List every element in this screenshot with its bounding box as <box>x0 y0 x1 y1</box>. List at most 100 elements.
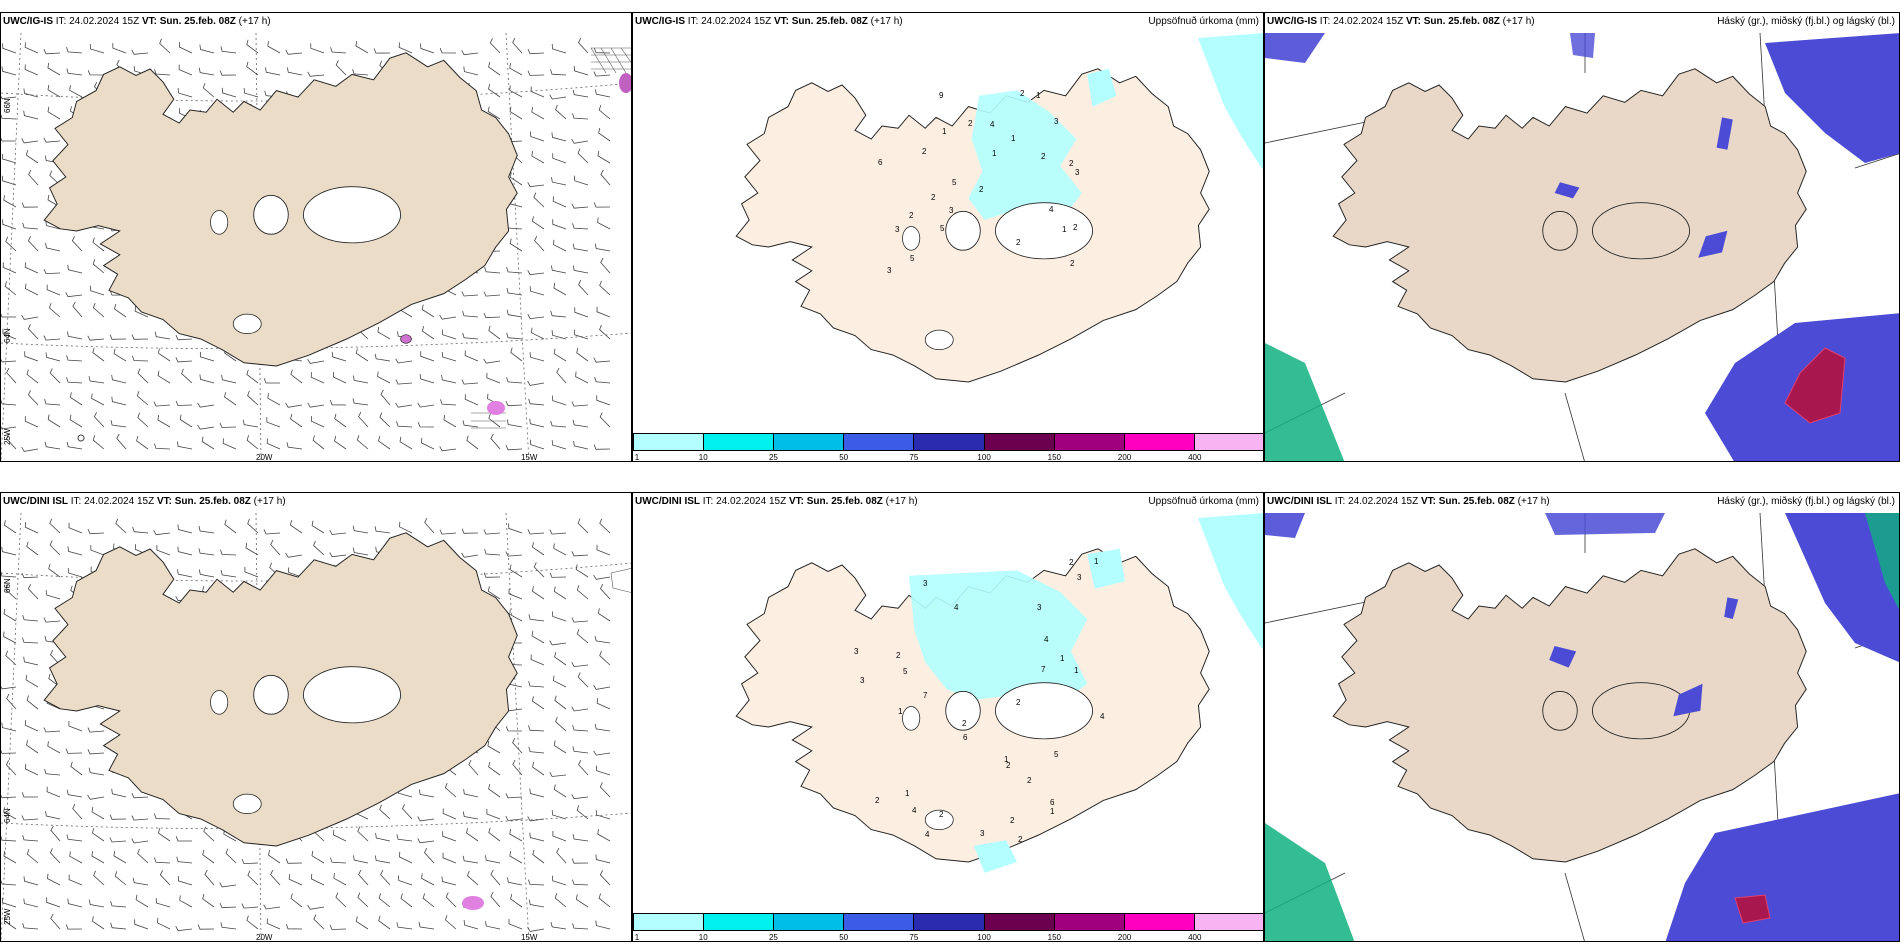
wind-barb <box>398 851 413 864</box>
precip-value: 1 <box>898 707 903 716</box>
wind-barb <box>92 347 105 362</box>
wind-barb <box>577 518 589 534</box>
wind-barb <box>1 313 16 318</box>
wind-barb <box>488 413 501 428</box>
wind-barb <box>197 402 215 408</box>
wind-barb <box>528 681 545 688</box>
wind-barb <box>506 223 523 230</box>
wind-barb <box>197 424 215 430</box>
wind-barb <box>175 335 193 341</box>
wind-barb <box>554 893 567 908</box>
colorbar-label: 1 <box>634 933 640 942</box>
wind-barb <box>267 393 281 406</box>
wind-barb <box>549 640 567 646</box>
wind-barb <box>48 303 61 318</box>
wind-barb <box>109 837 127 843</box>
wind-barb <box>442 852 457 864</box>
wind-barb <box>91 851 105 864</box>
wind-barb <box>462 310 479 318</box>
precip-value: 1 <box>992 149 997 158</box>
wind-barb <box>442 831 457 842</box>
precip-value: 2 <box>896 651 901 660</box>
wind-barb <box>396 421 413 428</box>
wind-barb <box>1 835 17 842</box>
wind-barb <box>88 376 105 384</box>
wind-barb <box>529 832 545 842</box>
wind-barb <box>1 66 17 76</box>
wind-barb <box>553 586 567 600</box>
wind-barb <box>596 544 611 556</box>
wind-barb <box>377 326 391 340</box>
wind-barb <box>1 114 17 120</box>
wind-barb <box>263 904 281 910</box>
wind-barb <box>1 137 16 142</box>
wind-barb <box>220 549 237 556</box>
wind-barb <box>462 332 479 340</box>
wind-barb <box>379 804 391 820</box>
wind-barb <box>49 848 61 864</box>
wind-barb <box>571 617 589 623</box>
wind-barb <box>153 401 171 407</box>
wind-barb <box>483 312 501 319</box>
wind-barb <box>111 396 127 406</box>
wind-barb <box>487 586 501 600</box>
wind-barb <box>1 175 17 186</box>
precip-value: 4 <box>1100 712 1105 721</box>
wind-barb <box>5 760 17 776</box>
precip-value: 2 <box>1010 816 1015 825</box>
wind-barb <box>285 552 303 558</box>
colorbar-swatch <box>704 914 775 930</box>
wind-barb <box>157 348 171 362</box>
wind-barb <box>599 280 611 296</box>
wind-barb <box>422 893 435 908</box>
wind-barb <box>549 572 567 578</box>
wind-barb <box>509 238 523 252</box>
colorbar-swatch <box>914 434 985 450</box>
precip-panel-top: UWC/IG-IS IT: 24.02.2024 15Z VT: Sun. 25… <box>632 12 1264 462</box>
wind-barb <box>247 518 259 534</box>
wind-barb <box>203 826 215 842</box>
wind-barb <box>154 813 171 820</box>
cloud-panel-bottom: UWC/DINI ISL IT: 24.02.2024 15Z VT: Sun.… <box>1264 492 1900 942</box>
wind-barb <box>420 351 435 362</box>
wind-barb <box>224 392 237 406</box>
wind-barb <box>462 855 479 864</box>
wind-barb <box>159 870 171 886</box>
wind-barb <box>488 325 501 340</box>
wind-barb <box>131 815 149 821</box>
wind-barb <box>399 436 413 450</box>
wind-barb <box>28 169 39 186</box>
wind-barb <box>531 630 545 644</box>
wind-barb <box>113 348 127 362</box>
wind-barb <box>593 71 611 77</box>
wind-barb <box>156 545 171 556</box>
wind-barb <box>26 740 39 754</box>
wind-barb <box>488 784 501 798</box>
wind-barb <box>1 879 17 886</box>
wind-barb <box>510 347 523 362</box>
wind-barb <box>441 374 457 384</box>
wind-barb <box>594 376 611 384</box>
wind-barb <box>198 67 215 76</box>
wind-barb <box>5 236 17 252</box>
wind-barb <box>572 113 589 120</box>
wind-barb <box>243 88 259 98</box>
wind-barb <box>109 334 127 340</box>
wind-barb <box>551 43 567 54</box>
wind-barb <box>352 525 369 534</box>
wind-barb <box>551 330 567 340</box>
wind-barb <box>373 48 391 54</box>
precip-value: 1 <box>1062 225 1067 234</box>
wind-barb <box>395 402 413 408</box>
wind-barb <box>1 897 17 908</box>
colorbar-label: 25 <box>768 933 778 942</box>
wind-barb <box>329 399 347 406</box>
wind-barb <box>530 654 545 666</box>
precip-value: 2 <box>962 719 967 728</box>
wind-barb <box>484 549 501 556</box>
wind-barb <box>154 69 171 76</box>
wind-barb <box>334 413 347 428</box>
wind-barb <box>24 262 39 274</box>
wind-barb <box>50 650 61 666</box>
